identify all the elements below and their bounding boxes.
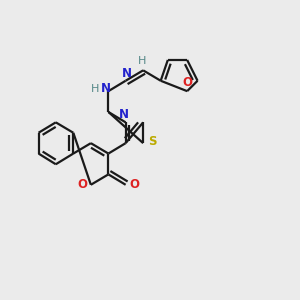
Text: N: N (119, 107, 129, 121)
Text: H: H (91, 84, 99, 94)
Text: N: N (100, 82, 110, 95)
Text: O: O (77, 178, 88, 191)
Text: O: O (130, 178, 140, 191)
Text: S: S (148, 135, 157, 148)
Text: N: N (122, 67, 132, 80)
Text: O: O (182, 76, 192, 89)
Text: H: H (137, 56, 146, 66)
